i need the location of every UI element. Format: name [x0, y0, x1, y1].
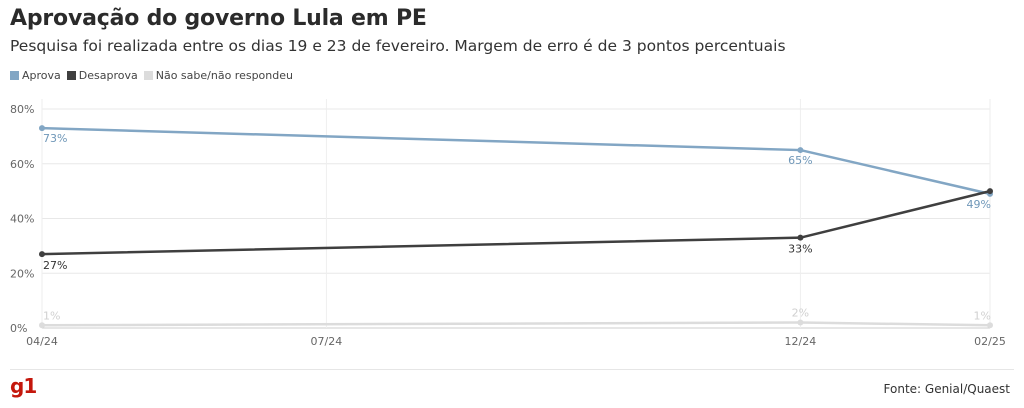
data-point [987, 188, 993, 195]
source-note: Fonte: Genial/Quaest [883, 382, 1010, 396]
data-point [987, 322, 993, 329]
legend-item-aprova: Aprova [10, 69, 61, 82]
data-label: 65% [788, 154, 812, 167]
x-tick-label: 04/24 [26, 335, 58, 348]
x-tick-label: 07/24 [311, 335, 343, 348]
x-tick-label: 12/24 [785, 335, 817, 348]
data-point [797, 319, 804, 326]
legend-item-desaprova: Desaprova [66, 69, 138, 82]
y-tick-label: 40% [10, 213, 34, 226]
data-point [797, 147, 804, 154]
data-point [39, 251, 45, 258]
chart-subtitle: Pesquisa foi realizada entre os dias 19 … [10, 37, 786, 55]
data-label: 49% [967, 198, 991, 211]
series-line-aprova [41, 126, 991, 196]
y-tick-label: 0% [10, 322, 27, 335]
line-chart: 0% 20% 40% 60% 80% 04/24 07/24 12/24 02/25 73% 65%… [10, 99, 1006, 348]
chart-title: Aprovação do governo Lula em PE [10, 6, 427, 31]
data-label: 2% [792, 307, 809, 320]
series-line-n-o-sabe-n-o-respondeu [41, 321, 991, 327]
g1-logo: g1 [10, 374, 37, 398]
y-tick-label: 80% [10, 103, 34, 116]
data-label: 1% [974, 309, 991, 322]
data-label: 33% [788, 243, 812, 256]
legend-label-aprova: Aprova [22, 69, 61, 82]
data-point [797, 234, 804, 241]
data-label: 73% [43, 132, 67, 145]
legend-swatch-desaprova [66, 71, 76, 80]
footer-divider [10, 369, 1014, 370]
legend-swatch-aprova [10, 71, 19, 80]
legend: Aprova Desaprova Não sabe/não respondeu [10, 69, 299, 82]
legend-label-nao-sabe: Não sabe/não respondeu [155, 69, 293, 82]
legend-label-desaprova: Desaprova [78, 69, 138, 82]
series-line-desaprova [41, 189, 991, 256]
y-tick-label: 20% [10, 267, 34, 280]
legend-item-nao-sabe: Não sabe/não respondeu [143, 69, 293, 82]
data-point [39, 322, 45, 329]
data-label: 27% [43, 259, 67, 272]
data-label: 1% [43, 309, 60, 322]
legend-swatch-nao-sabe [143, 71, 153, 80]
data-point [39, 125, 45, 132]
x-tick-label: 02/25 [974, 335, 1006, 348]
y-tick-label: 60% [10, 158, 34, 171]
